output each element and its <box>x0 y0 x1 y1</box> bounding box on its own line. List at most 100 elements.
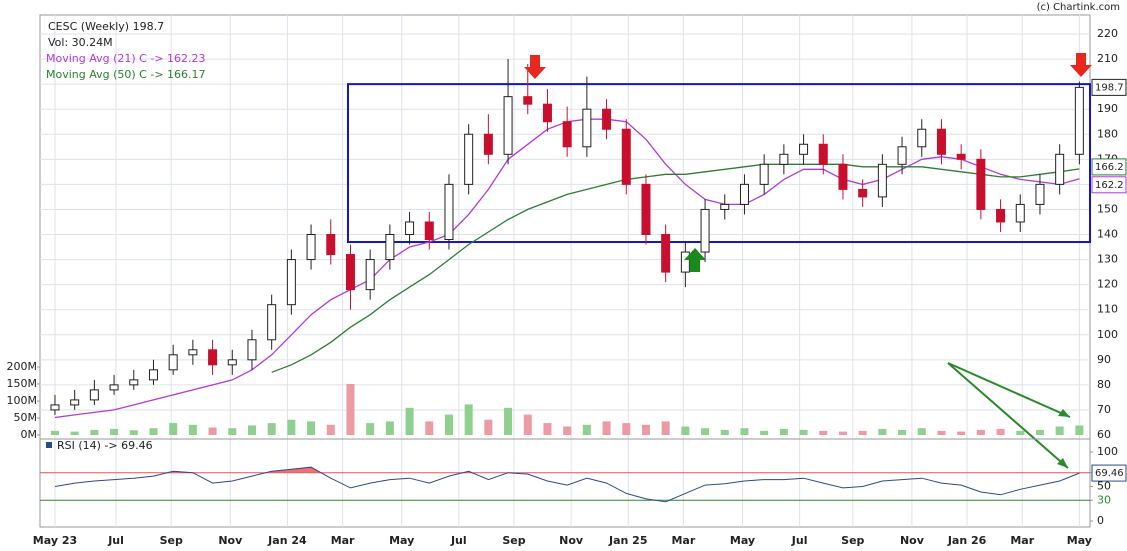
volume-bar <box>307 421 316 435</box>
volume-bar <box>504 407 513 435</box>
volume-bar <box>90 429 99 435</box>
x-tick-label: Sep <box>502 534 525 547</box>
y-tick-label: 90 <box>1097 353 1111 366</box>
rsi-last-label: 69.46 <box>1095 468 1124 479</box>
ma21-label: 162.2 <box>1095 180 1124 191</box>
last-price-label: 198.7 <box>1095 82 1124 93</box>
volume-bar <box>996 428 1005 435</box>
volume-bar <box>346 384 355 435</box>
volume-bar <box>681 426 690 435</box>
y-tick-label: 150 <box>1097 202 1118 215</box>
x-tick-label: Jan 25 <box>608 534 647 547</box>
candle-body <box>168 354 178 371</box>
candle-body <box>779 153 789 165</box>
green-arrow <box>684 248 706 272</box>
candle-body <box>523 96 533 105</box>
rsi-legend-swatch <box>46 442 52 448</box>
candle-body <box>858 188 868 198</box>
x-tick-label: May <box>389 534 414 547</box>
x-tick-label: May 23 <box>33 534 77 547</box>
rsi-line <box>54 466 1080 503</box>
volume-bar <box>208 427 217 435</box>
volume-bar <box>858 430 867 435</box>
volume-bar <box>188 424 197 435</box>
candle-body <box>936 128 946 155</box>
volume-bar <box>917 428 926 435</box>
rsi-tick-label: 0 <box>1097 514 1104 527</box>
candle-body <box>89 389 99 401</box>
x-tick-label: Jul <box>107 534 124 547</box>
volume-label: Vol: 30.24M <box>48 36 113 49</box>
candle-body <box>247 339 257 361</box>
volume-bar <box>366 423 375 435</box>
volume-bar <box>838 431 847 435</box>
candle-body <box>542 103 552 123</box>
candle-body <box>306 234 316 261</box>
legend-ma21: Moving Avg (21) C -> 162.23 <box>46 52 206 65</box>
last-price-label-box <box>1091 78 1127 96</box>
volume-tick-label: 150M <box>7 377 38 390</box>
candle-body <box>286 259 296 306</box>
candle-body <box>188 349 198 356</box>
y-tick-label: 70 <box>1097 403 1111 416</box>
candle-body <box>917 128 927 148</box>
volume-bar <box>444 414 453 435</box>
moving-average-line <box>54 118 1080 419</box>
arrow-head <box>1057 458 1068 468</box>
candle-body <box>365 259 375 291</box>
credit: (c) Chartink.com <box>1037 2 1120 13</box>
volume-bar <box>425 421 434 435</box>
candle-body <box>818 143 828 165</box>
volume-bar <box>799 429 808 435</box>
x-tick-label: Jan 24 <box>267 534 307 547</box>
volume-bar <box>819 430 828 435</box>
candle-body <box>208 349 218 366</box>
y-tick-label: 190 <box>1097 102 1118 115</box>
y-tick-label: 210 <box>1097 52 1118 65</box>
x-tick-label: Jul <box>450 534 467 547</box>
x-tick-label: Jan 26 <box>947 534 987 547</box>
volume-tick-label: 200M <box>7 360 38 373</box>
volume-bar <box>267 423 276 435</box>
y-tick-label: 100 <box>1097 328 1118 341</box>
volume-bar <box>110 428 119 435</box>
volume-bar <box>70 431 79 435</box>
volume-bar <box>129 430 138 435</box>
candle-body <box>483 133 493 155</box>
legend-ma50: Moving Avg (50) C -> 166.17 <box>46 68 206 81</box>
volume-bar <box>385 421 394 435</box>
rsi-tick-label: 50 <box>1097 480 1111 493</box>
candle-body <box>739 183 749 205</box>
candle-body <box>641 183 651 235</box>
volume-bar <box>1075 425 1084 435</box>
volume-bar <box>701 428 710 435</box>
candle-body <box>424 221 434 241</box>
candle-body <box>799 143 809 155</box>
volume-bar <box>622 423 631 435</box>
volume-bar <box>641 424 650 435</box>
candle-body <box>877 163 887 198</box>
candle-body <box>759 163 769 185</box>
y-tick-label: 80 <box>1097 378 1111 391</box>
trend-line <box>947 362 1071 418</box>
candle-body <box>267 304 277 341</box>
candle-body <box>976 158 986 210</box>
volume-bar <box>720 429 729 435</box>
volume-bar <box>1035 429 1044 435</box>
chart-title: CESC (Weekly) 198.7 <box>48 20 164 33</box>
x-tick-label: Nov <box>218 534 243 547</box>
candle-body <box>838 163 848 190</box>
rsi-last-label-box <box>1091 464 1127 482</box>
moving-average-line <box>271 163 1080 373</box>
candle-body <box>129 379 139 386</box>
candle-body <box>444 183 454 241</box>
rsi-tick-label: 30 <box>1097 493 1111 506</box>
volume-bar <box>228 428 237 435</box>
volume-bar <box>1016 430 1025 435</box>
volume-bar <box>247 425 256 435</box>
x-tick-label: Sep <box>841 534 864 547</box>
volume-bar <box>661 421 670 435</box>
rsi-legend: RSI (14) -> 69.46 <box>57 439 153 452</box>
candle-body <box>897 146 907 165</box>
volume-bar <box>976 429 985 435</box>
